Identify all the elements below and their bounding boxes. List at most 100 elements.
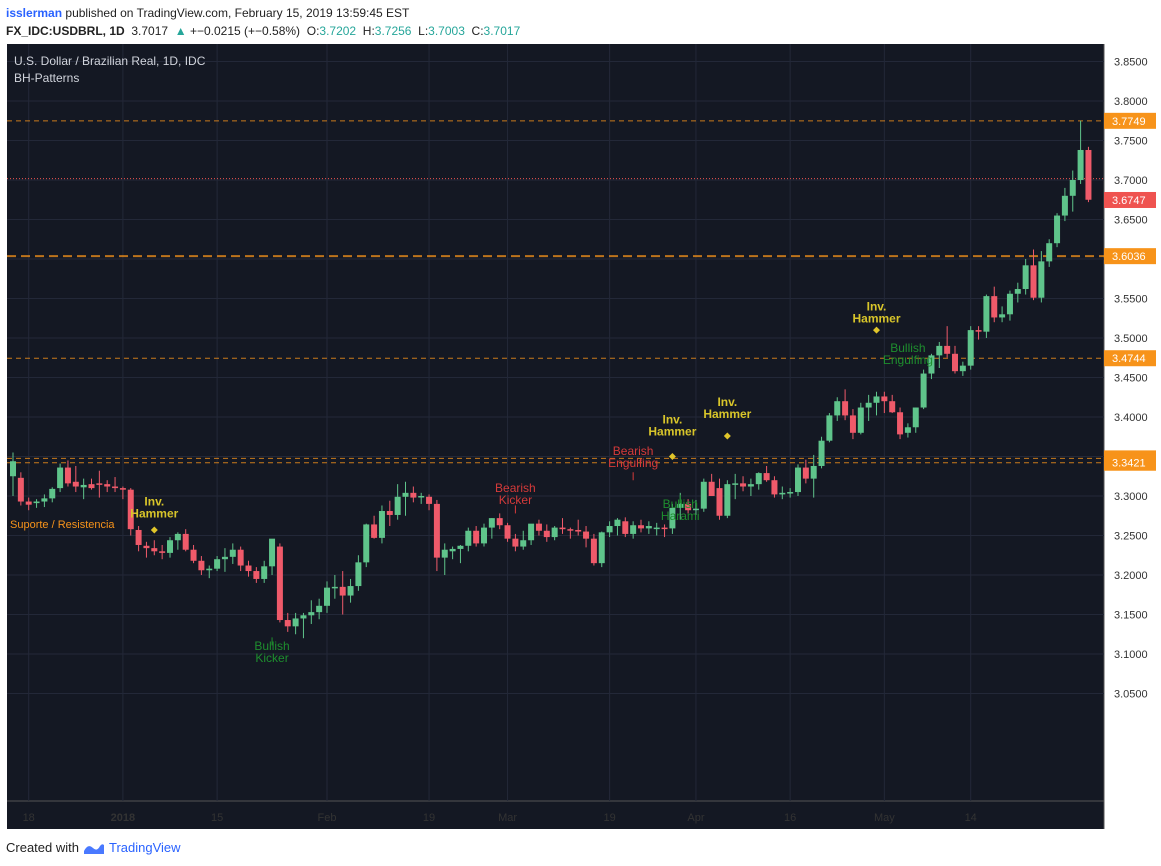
- open-value: 3.7202: [319, 24, 357, 38]
- candle-body: [826, 415, 833, 441]
- candle-body: [159, 551, 166, 553]
- candle-body: [708, 481, 715, 496]
- symbol-label: FX_IDC:USDBRL, 1D: [6, 24, 125, 38]
- candle-body: [928, 355, 935, 374]
- candle-body: [528, 523, 535, 541]
- candle-body: [104, 484, 111, 487]
- candle-body: [418, 496, 425, 498]
- price-tick-label: 3.1500: [1114, 610, 1148, 622]
- candle-body: [724, 484, 731, 516]
- candle-body: [1046, 243, 1053, 262]
- candle-body: [221, 556, 228, 560]
- candle-body: [959, 365, 966, 372]
- price-axis: 3.05003.10003.15003.20003.25003.30003.35…: [1104, 57, 1156, 701]
- close-label: C:: [471, 24, 484, 38]
- candle-body: [300, 615, 307, 619]
- candle-body: [355, 562, 362, 587]
- candle-body: [339, 586, 346, 596]
- pattern-label: Inv.: [663, 412, 683, 426]
- time-tick-label: 19: [603, 812, 615, 824]
- time-tick-label: 16: [784, 812, 796, 824]
- time-tick-label: 19: [423, 812, 435, 824]
- candle-body: [920, 373, 927, 408]
- candle-body: [57, 467, 64, 489]
- candle-body: [787, 492, 794, 494]
- candle-body: [112, 486, 119, 489]
- pattern-label: Bearish: [613, 444, 654, 458]
- price-line-label-bg: [1104, 248, 1156, 265]
- pattern-label: Kicker: [255, 651, 288, 665]
- candle-body: [1054, 215, 1061, 244]
- candle-body: [371, 524, 378, 538]
- time-tick-label: Apr: [687, 812, 704, 824]
- candle-body: [583, 531, 590, 539]
- candle-body: [802, 467, 809, 479]
- price-tick-label: 3.4000: [1114, 412, 1148, 424]
- candle-body: [952, 353, 958, 372]
- candle-body: [441, 549, 448, 558]
- candle-body: [614, 519, 621, 527]
- candle-body: [457, 545, 464, 549]
- publish-info: published on TradingView.com, February 1…: [65, 6, 410, 20]
- price-line-label-bg: [1104, 454, 1156, 471]
- candle-body: [936, 345, 943, 356]
- candle-body: [402, 492, 409, 497]
- price-tick-label: 3.2000: [1114, 570, 1148, 582]
- candle-body: [25, 501, 32, 505]
- candle-body: [10, 461, 16, 477]
- candle-body: [167, 540, 173, 553]
- author-link[interactable]: isslerman: [6, 6, 63, 20]
- pattern-label: Engulfing: [608, 456, 658, 470]
- candle-body: [316, 605, 323, 613]
- created-with-text: Created with: [6, 840, 79, 855]
- candle-body: [904, 427, 911, 433]
- candle-body: [842, 401, 849, 416]
- high-label: H:: [362, 24, 375, 38]
- tradingview-link[interactable]: TradingView: [108, 840, 181, 855]
- price-line-label-bg: [1104, 350, 1156, 367]
- price-line-label: 3.4744: [1112, 353, 1146, 365]
- candle-body: [245, 565, 252, 572]
- candle-body: [818, 440, 825, 466]
- candle-body: [1014, 289, 1021, 294]
- price-axis-background[interactable]: [1104, 44, 1156, 829]
- candle-body: [88, 484, 95, 489]
- candle-body: [881, 396, 888, 402]
- pattern-label: Hammer: [130, 506, 178, 520]
- candle-body: [991, 296, 998, 318]
- candle-body: [64, 467, 71, 484]
- candle-body: [269, 538, 276, 567]
- diamond-marker-icon: [668, 453, 676, 460]
- candle-body: [849, 415, 856, 433]
- candle-body: [873, 396, 880, 403]
- indicator-name: BH-Patterns: [14, 71, 79, 85]
- tradingview-logo-icon: [83, 843, 104, 854]
- candle-body: [465, 530, 472, 546]
- candle-body: [80, 484, 87, 488]
- pattern-label: Hammer: [648, 424, 696, 438]
- time-tick-label: 14: [965, 812, 977, 824]
- candle-body: [190, 549, 197, 561]
- price-tick-label: 3.0500: [1114, 689, 1148, 701]
- chart-header: isslerman published on TradingView.com, …: [6, 4, 520, 40]
- candle-body: [630, 525, 637, 534]
- price-line-label-bg: [1104, 191, 1156, 208]
- candle-body: [331, 586, 338, 589]
- candle-body: [449, 548, 456, 552]
- time-tick-label: Mar: [498, 812, 517, 824]
- price-line-label: 3.6747: [1112, 195, 1146, 207]
- candle-body: [567, 529, 574, 531]
- candle-body: [433, 503, 440, 558]
- candle-body: [386, 511, 393, 515]
- price-tick-label: 3.8500: [1114, 57, 1148, 69]
- candle-body: [151, 548, 158, 552]
- candle-body: [127, 489, 134, 530]
- candle-body: [897, 412, 904, 435]
- pattern-annotations: Inv.HammerBullishKickerBearishKickerBear…: [130, 299, 933, 665]
- candle-body: [237, 549, 244, 566]
- candle-body: [747, 484, 754, 487]
- candle-body: [504, 525, 511, 539]
- candle-body: [488, 518, 495, 528]
- candle-body: [543, 530, 550, 538]
